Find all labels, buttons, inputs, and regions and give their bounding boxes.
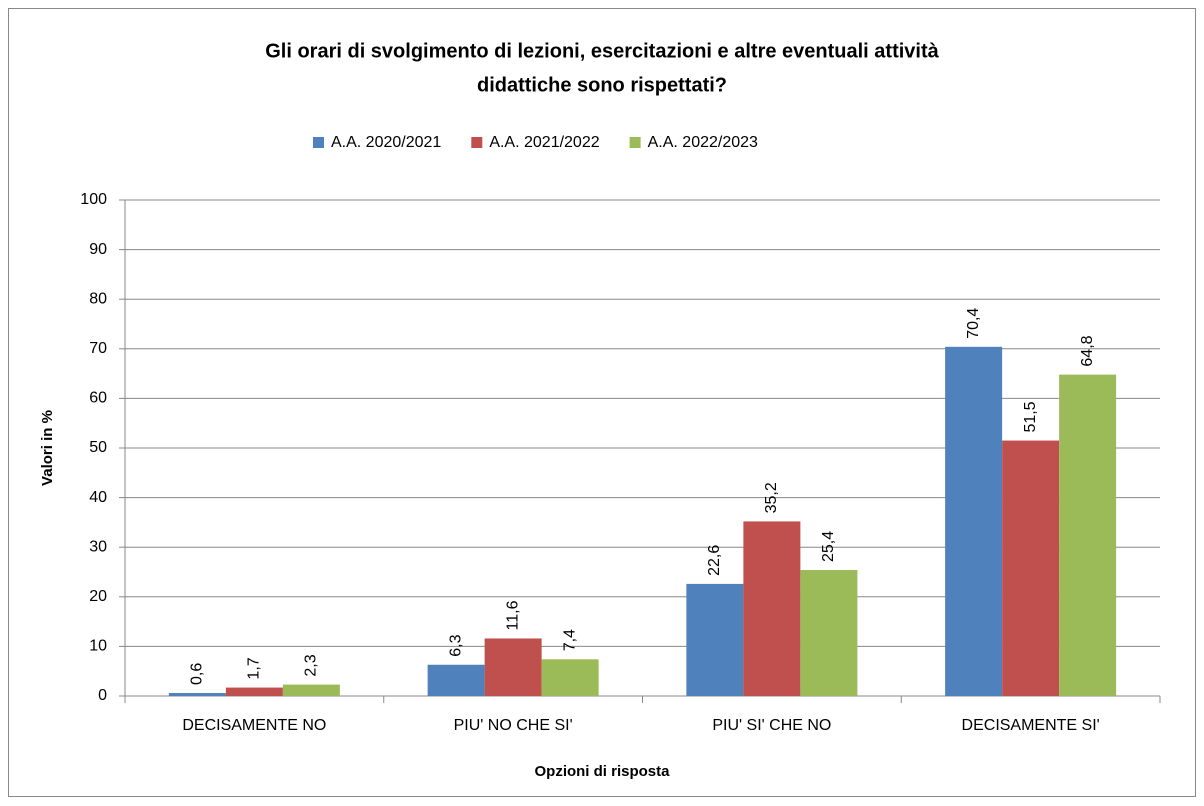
data-label: 0,6 (189, 663, 206, 685)
data-label: 70,4 (965, 308, 982, 339)
y-tick-label: 80 (89, 290, 107, 307)
bar (282, 684, 340, 696)
y-tick-label: 0 (98, 687, 107, 704)
y-tick-label: 40 (89, 489, 107, 506)
bar (1002, 440, 1060, 696)
y-tick-label: 30 (89, 538, 107, 555)
data-label: 7,4 (561, 629, 578, 651)
y-tick-label: 50 (89, 439, 107, 456)
data-label: 64,8 (1079, 335, 1096, 366)
bar (541, 659, 599, 696)
bar (427, 664, 485, 696)
x-tick-label: PIU' SI' CHE NO (712, 717, 831, 734)
x-tick-label: DECISAMENTE SI' (962, 717, 1100, 734)
legend-label: A.A. 2020/2021 (331, 134, 441, 151)
data-label: 35,2 (763, 482, 780, 513)
chart-title: didattiche sono rispettati? (477, 74, 727, 96)
bar (800, 570, 858, 696)
y-tick-label: 20 (89, 588, 107, 605)
data-label: 25,4 (820, 531, 837, 562)
legend-swatch (313, 137, 324, 148)
legend-label: A.A. 2022/2023 (648, 134, 758, 151)
bar (1059, 374, 1117, 696)
data-label: 6,3 (447, 634, 464, 656)
data-label: 2,3 (303, 654, 320, 676)
x-tick-label: DECISAMENTE NO (182, 717, 326, 734)
x-tick-label: PIU' NO CHE SI' (454, 717, 573, 734)
y-tick-label: 10 (89, 638, 107, 655)
bar (945, 346, 1003, 696)
bar (686, 583, 744, 696)
x-axis-title: Opzioni di risposta (534, 763, 670, 780)
data-label: 1,7 (246, 657, 263, 679)
bar (168, 693, 226, 696)
legend-label: A.A. 2021/2022 (489, 134, 599, 151)
data-label: 11,6 (504, 600, 521, 630)
y-tick-label: 90 (89, 241, 107, 258)
data-label: 22,6 (706, 545, 723, 576)
bar (225, 687, 283, 696)
bar (743, 521, 801, 696)
chart-title: Gli orari di svolgimento di lezioni, ese… (265, 40, 939, 62)
bar (484, 638, 542, 696)
y-tick-label: 100 (80, 191, 107, 208)
y-tick-label: 60 (89, 390, 107, 407)
data-label: 51,5 (1022, 401, 1039, 432)
legend-swatch (471, 137, 483, 148)
y-axis-title: Valori in % (39, 410, 56, 486)
legend-swatch (629, 137, 641, 148)
y-tick-label: 70 (89, 340, 107, 357)
